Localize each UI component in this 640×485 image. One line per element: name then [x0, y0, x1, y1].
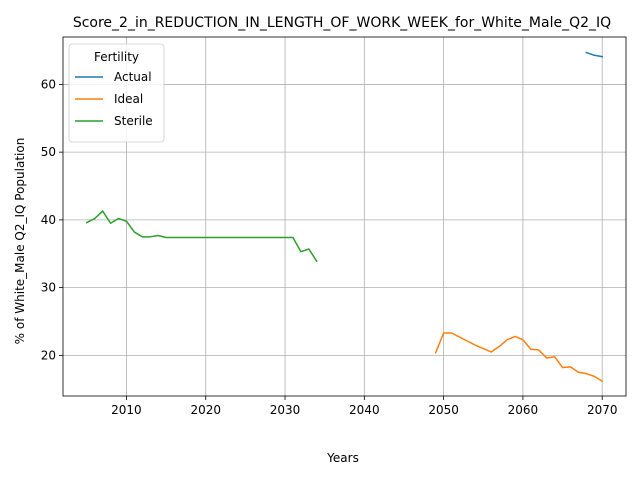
series-line-ideal	[434, 332, 604, 383]
x-tick-label: 2040	[349, 403, 380, 417]
series-line-actual	[585, 51, 604, 58]
y-tick-label: 40	[41, 213, 56, 227]
legend-label-actual: Actual	[114, 70, 152, 84]
series-line-sterile	[85, 210, 318, 263]
x-tick-label: 2060	[508, 403, 539, 417]
x-tick-label: 2050	[428, 403, 459, 417]
x-tick-label: 2030	[270, 403, 301, 417]
x-tick-label: 2010	[111, 403, 142, 417]
legend-label-sterile: Sterile	[114, 114, 153, 128]
axes-frame	[62, 36, 627, 397]
y-axis-label: % of White_Male Q2_IQ Population	[13, 138, 27, 345]
chart-title: Score_2_in_REDUCTION_IN_LENGTH_OF_WORK_W…	[73, 15, 611, 31]
y-tick-label: 50	[41, 145, 56, 159]
x-tick-label: 2020	[190, 403, 221, 417]
legend-title: Fertility	[94, 50, 139, 64]
legend-label-ideal: Ideal	[114, 92, 143, 106]
y-tick-label: 30	[41, 281, 56, 295]
legend-box	[68, 43, 165, 143]
x-tick-label: 2070	[587, 403, 618, 417]
y-tick-label: 60	[41, 77, 56, 91]
y-tick-label: 20	[41, 348, 56, 362]
x-axis-label: Years	[326, 451, 359, 465]
legend: Fertility Actual Ideal Sterile	[68, 43, 165, 143]
